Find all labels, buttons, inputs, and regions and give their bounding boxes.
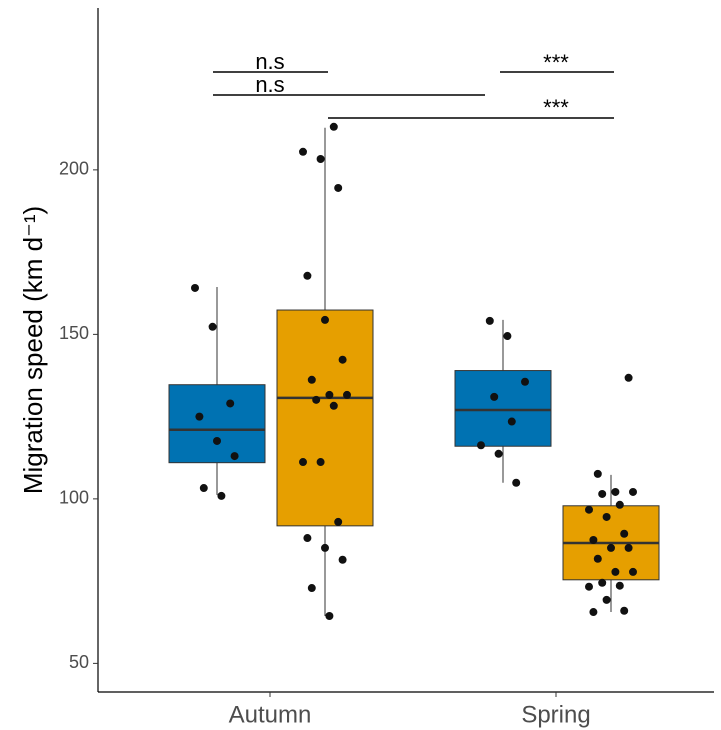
- data-point: [321, 315, 329, 324]
- data-point: [512, 478, 521, 487]
- significance-label: ***: [543, 50, 569, 75]
- data-point: [334, 517, 343, 526]
- data-point: [325, 612, 334, 620]
- data-point: [615, 581, 624, 590]
- data-point: [329, 122, 338, 131]
- y-tick-label: 200: [59, 159, 89, 179]
- data-point: [615, 500, 624, 509]
- data-point: [589, 536, 598, 544]
- significance-label: ***: [543, 95, 569, 120]
- y-tick-label: 50: [69, 652, 89, 672]
- data-point: [191, 283, 199, 292]
- box: [168, 384, 266, 464]
- data-point: [602, 595, 611, 604]
- data-point: [598, 489, 607, 498]
- data-point: [602, 512, 611, 521]
- data-point: [593, 554, 602, 563]
- data-point: [307, 375, 316, 384]
- data-point: [329, 401, 338, 410]
- data-point: [494, 449, 503, 458]
- x-tick-label: Autumn: [229, 701, 312, 728]
- data-point: [338, 555, 347, 564]
- data-point: [620, 529, 629, 538]
- data-point: [312, 395, 321, 404]
- data-point: [589, 608, 598, 617]
- data-point: [338, 355, 347, 364]
- y-axis-label: Migration speed (km d⁻¹): [18, 206, 48, 494]
- data-point: [620, 606, 629, 615]
- data-point: [334, 183, 343, 192]
- data-point: [316, 458, 325, 467]
- data-point: [624, 373, 633, 382]
- data-point: [217, 491, 226, 500]
- data-point: [485, 316, 494, 325]
- data-point: [307, 584, 316, 593]
- data-point: [226, 399, 235, 408]
- data-point: [316, 155, 325, 164]
- data-point: [503, 332, 512, 341]
- significance-label: n.s: [255, 72, 284, 97]
- data-point: [343, 390, 351, 399]
- data-point: [325, 390, 334, 399]
- data-point: [624, 543, 633, 552]
- data-point: [629, 487, 637, 496]
- box: [454, 370, 552, 447]
- data-point: [477, 441, 485, 450]
- data-point: [299, 458, 307, 467]
- data-point: [199, 484, 208, 493]
- data-point: [585, 505, 593, 514]
- data-point: [598, 578, 607, 587]
- data-point: [611, 487, 620, 496]
- x-tick-label: Spring: [521, 701, 590, 728]
- data-point: [593, 469, 602, 478]
- data-point: [303, 534, 312, 543]
- data-point: [213, 436, 221, 445]
- data-point: [299, 147, 307, 156]
- data-point: [507, 417, 516, 426]
- data-point: [611, 567, 620, 576]
- data-point: [490, 392, 499, 401]
- data-point: [195, 412, 204, 421]
- data-point: [629, 567, 637, 576]
- significance-label: n.s: [255, 49, 284, 74]
- y-tick-label: 100: [59, 488, 89, 508]
- data-point: [321, 543, 329, 552]
- y-tick-label: 150: [59, 323, 89, 343]
- data-point: [208, 322, 217, 331]
- data-point: [521, 377, 529, 386]
- data-point: [585, 582, 593, 591]
- data-point: [303, 271, 312, 280]
- data-point: [230, 452, 239, 461]
- data-point: [607, 543, 615, 552]
- box: [276, 309, 374, 527]
